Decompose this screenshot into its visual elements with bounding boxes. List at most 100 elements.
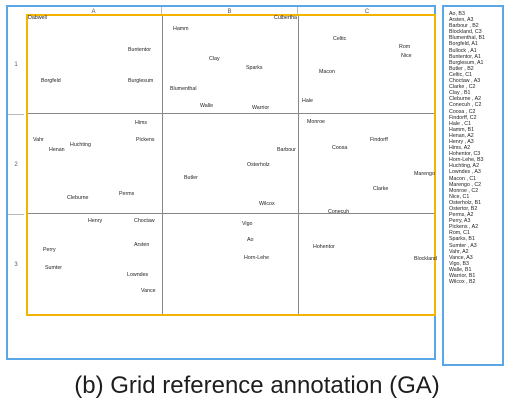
place-label: Sparks xyxy=(246,65,263,71)
place-label: Butler xyxy=(184,175,198,181)
place-label: Hims xyxy=(135,120,148,126)
legend-item: Butler , B2 xyxy=(449,65,474,72)
place-label: Coosa xyxy=(332,145,348,151)
grid-divider-ab xyxy=(162,16,163,314)
place-label: Vance xyxy=(141,288,156,294)
legend-item: Blumenthal, B1 xyxy=(449,35,485,42)
place-label: Lowndes xyxy=(127,272,149,278)
place-label: Macon xyxy=(319,69,335,75)
legend-item: Henry , A3 xyxy=(449,138,474,145)
grid-divider-bc xyxy=(298,16,299,314)
legend-item: Warrior, B1 xyxy=(449,273,476,280)
legend-item: Walle, B1 xyxy=(449,266,472,273)
place-label: Perms xyxy=(119,191,135,197)
row-header-1: 1 xyxy=(8,15,24,115)
place-label: Hohentor xyxy=(313,244,335,250)
place-label: Conecuh xyxy=(328,209,350,215)
legend-item: Horn-Lehe, B3 xyxy=(449,157,484,164)
place-label: Horn-Lehe xyxy=(244,255,270,261)
column-header-a: A xyxy=(26,7,162,17)
legend-item: Hims, A2 xyxy=(449,145,471,152)
place-label: Burglesum xyxy=(128,78,154,84)
legend-item: Barbour , B2 xyxy=(449,23,479,30)
legend-item: Huchting, A2 xyxy=(449,163,480,170)
place-label: Rom xyxy=(399,44,411,50)
legend-item: Sumter , A3 xyxy=(449,242,477,249)
legend-item: Clarke , C2 xyxy=(449,84,476,91)
column-header-c: C xyxy=(364,9,370,15)
grid-reference-legend: Ao, B3 Arsten, A3 Barbour , B2 Blockland, C… xyxy=(442,5,504,366)
place-label: Hamm xyxy=(173,26,189,32)
legend-item: Ostertor, B2 xyxy=(449,206,478,212)
legend-item: Choctaw , A3 xyxy=(449,78,481,85)
legend-item: Perms, A2 xyxy=(449,212,474,219)
place-label: Blockland xyxy=(414,256,437,262)
place-label: Culbertha xyxy=(274,15,297,21)
legend-item: Borgfeld, A1 xyxy=(449,41,478,48)
place-label: Vahr xyxy=(33,137,44,143)
place-label: Pickens xyxy=(136,137,155,143)
legend-item: Coosa , C2 xyxy=(449,108,476,115)
place-label: Nice xyxy=(401,53,412,59)
column-header-b: B xyxy=(162,7,298,17)
place-label: Osterholz xyxy=(247,162,270,168)
legend-item: Blockland, C3 xyxy=(449,29,482,36)
place-label: Ao xyxy=(247,237,254,243)
legend-item: Burglesum, A1 xyxy=(449,59,484,66)
place-label: Buntentor xyxy=(128,47,151,53)
legend-item: Nice, C1 xyxy=(449,193,470,200)
place-label: Wilcox xyxy=(259,201,275,207)
place-label: Marengo xyxy=(414,171,435,177)
legend-item: Perry, A3 xyxy=(449,218,471,225)
legend-item: Buntentor, A1 xyxy=(449,53,481,60)
place-label: Huchting xyxy=(70,142,91,148)
legend-item: Sparks, B1 xyxy=(449,236,475,243)
legend-item: Ao, B3 xyxy=(449,11,465,17)
legend-item: Vance, A3 xyxy=(449,254,473,261)
place-label: Clarke xyxy=(373,186,389,192)
place-label: Clay xyxy=(209,56,220,62)
figure-caption: (b) Grid reference annotation (GA) xyxy=(74,372,440,399)
place-label: Barbour xyxy=(277,147,296,153)
legend-item: Osterholz, B1 xyxy=(449,199,482,206)
grid-divider-12 xyxy=(28,113,434,114)
place-label: Hale xyxy=(302,98,313,104)
legend-item: Rom, C1 xyxy=(449,230,470,237)
legend-item: Cleburne , A2 xyxy=(449,96,482,103)
legend-item: Pickens , A2 xyxy=(449,224,479,231)
legend-item: Hohentor, C3 xyxy=(449,151,481,158)
legend-item: Henan, A2 xyxy=(449,132,474,139)
row-header-3: 3 xyxy=(14,262,18,268)
place-label: Findorff xyxy=(370,137,388,143)
place-label: Choctaw xyxy=(134,218,155,224)
legend-item: Hale , C1 xyxy=(449,120,472,127)
place-label: Cleburne xyxy=(67,195,89,201)
legend-item: Findorff, C2 xyxy=(449,114,477,121)
legend-item: Conecuh , C2 xyxy=(449,102,482,109)
place-label: Celtic xyxy=(333,36,347,42)
legend-item: Wilcox , B2 xyxy=(449,279,476,286)
legend-item: Arsten, A3 xyxy=(449,17,474,24)
place-label: Henry xyxy=(88,218,103,224)
legend-item: Macon , C1 xyxy=(449,175,477,182)
legend-item: Celtic, C1 xyxy=(449,71,472,78)
place-label: Henan xyxy=(49,147,65,153)
place-label: Perry xyxy=(43,247,56,253)
legend-item: Monroe , C2 xyxy=(449,187,479,194)
map-grid: Dabwell Culbertha Hamm Buntentor Clay Celtic R… xyxy=(26,14,437,316)
place-label: Vigo xyxy=(242,221,253,227)
legend-item: Vahr, A2 xyxy=(449,248,469,255)
place-label: Dabwell xyxy=(28,15,47,21)
place-label: Borgfeld xyxy=(41,78,61,84)
legend-item: Bullock , A1 xyxy=(449,47,477,54)
legend-item: Clay , B1 xyxy=(449,90,471,97)
place-label: Arsten xyxy=(134,242,150,248)
place-label: Monroe xyxy=(307,119,325,125)
place-label: Walle xyxy=(200,103,214,109)
place-label: Blumenthal xyxy=(170,86,197,92)
grid-divider-23 xyxy=(28,213,434,214)
legend-item: Hamm, B1 xyxy=(449,126,475,133)
place-label: Warrior xyxy=(252,105,270,111)
place-label: Sumter xyxy=(45,265,63,271)
legend-item: Marengo , C2 xyxy=(449,181,482,188)
